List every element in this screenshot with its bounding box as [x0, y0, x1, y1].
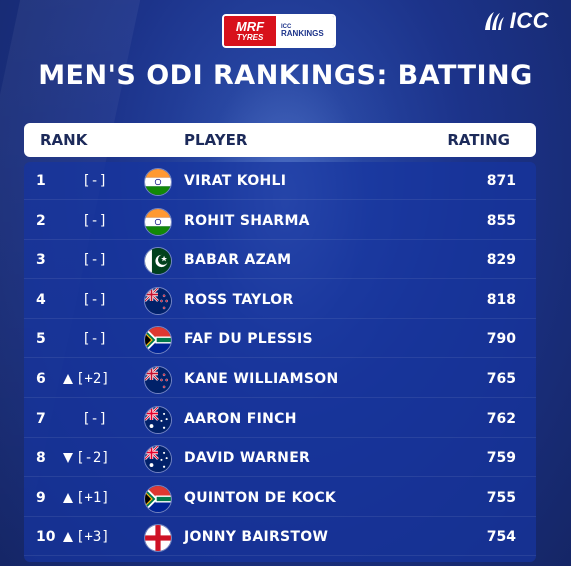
rank-number: 7	[36, 410, 46, 427]
row-divider	[24, 317, 536, 319]
table-row: 9 [+1] QUINTON DE KOCK 755	[24, 479, 536, 517]
player-rating: 762	[486, 410, 516, 427]
rank-number: 9	[36, 489, 46, 506]
mrf-text: MRF	[235, 19, 265, 34]
table-row: 7 [-] AARON FINCH 762	[24, 400, 536, 438]
rank-movement: [-]	[82, 212, 108, 229]
rank-number: 2	[36, 212, 46, 229]
player-name: DAVID WARNER	[184, 450, 311, 467]
mrf-icc-rankings-logo: MRF TYRES ICC RANKINGS	[222, 14, 336, 48]
table-row: 1 [-] VIRAT KOHLI 871	[24, 162, 536, 200]
row-divider	[24, 476, 536, 478]
table-header: RANK PLAYER RATING	[24, 123, 536, 157]
icc-text: ICC	[509, 8, 549, 33]
icc-crest-icon	[484, 12, 504, 30]
rank-movement: [-2]	[76, 450, 110, 467]
player-name: QUINTON DE KOCK	[184, 489, 337, 506]
badge-rankings-text: RANKINGS	[281, 29, 324, 38]
mrf-tyres-logo: MRF TYRES	[224, 16, 276, 46]
header-player: PLAYER	[184, 131, 248, 149]
table-row: 8 [-2] DAVID WARNER 759	[24, 439, 536, 478]
rank-movement: [-]	[82, 410, 108, 427]
table-row: 5 [-] FAF DU PLESSIS 790	[24, 320, 536, 359]
rank-number: 8	[36, 450, 46, 467]
rank-movement: [-]	[82, 173, 108, 189]
player-rating: 829	[486, 252, 516, 269]
row-divider	[24, 515, 536, 517]
header-rank: RANK	[40, 131, 88, 149]
table-row: 6 [+2] KANE WILLIAMSON 765	[24, 360, 536, 398]
player-name: VIRAT KOHLI	[184, 173, 287, 189]
rank-number: 5	[36, 331, 46, 348]
row-divider	[24, 238, 536, 240]
player-name: ROSS TAYLOR	[184, 291, 294, 308]
rankings-table: 1 [-] VIRAT KOHLI 871 2 [-] ROHIT SHARMA 855 3 [-…	[24, 162, 536, 562]
pakistan-flag-icon	[144, 247, 172, 276]
player-name: JONNY BAIRSTOW	[184, 529, 329, 546]
player-rating: 818	[486, 291, 516, 308]
south-africa-flag-icon	[144, 326, 172, 355]
new-zealand-flag-icon	[144, 366, 172, 394]
tyres-text: TYRES	[236, 33, 264, 42]
table-row: 10 [+3] JONNY BAIRSTOW 754	[24, 518, 536, 557]
badge-icc-text: ICC	[281, 24, 292, 30]
australia-flag-icon	[144, 405, 172, 434]
south-africa-flag-icon	[144, 484, 172, 513]
rank-number: 1	[36, 173, 46, 189]
new-zealand-flag-icon	[144, 286, 172, 315]
player-rating: 755	[486, 489, 516, 506]
table-row: 4 [-] ROSS TAYLOR 818	[24, 281, 536, 319]
row-divider	[24, 357, 536, 359]
table-row: 3 [-] BABAR AZAM 829	[24, 241, 536, 280]
player-name: ROHIT SHARMA	[184, 212, 310, 229]
rank-movement: [-]	[82, 331, 108, 348]
row-divider	[24, 278, 536, 280]
player-rating: 765	[486, 371, 516, 387]
rank-number: 6	[36, 371, 46, 387]
rank-number: 10	[36, 529, 56, 546]
rank-number: 4	[36, 291, 46, 308]
row-divider	[24, 199, 536, 200]
row-divider	[24, 436, 536, 438]
trend-down-icon	[63, 453, 73, 464]
england-flag-icon	[144, 524, 172, 553]
trend-up-icon	[63, 374, 73, 384]
rank-movement: [-]	[82, 291, 108, 308]
trend-up-icon	[63, 532, 73, 543]
rank-movement: [+1]	[76, 489, 110, 506]
india-flag-icon	[144, 207, 172, 236]
rank-movement: [+2]	[76, 371, 110, 387]
row-divider	[24, 397, 536, 398]
header-rating: RATING	[447, 131, 510, 149]
australia-flag-icon	[144, 445, 172, 474]
icc-logo: ICC	[482, 8, 549, 34]
player-rating: 759	[486, 450, 516, 467]
rank-movement: [+3]	[76, 529, 110, 546]
row-divider	[24, 555, 536, 557]
player-rating: 855	[486, 212, 516, 229]
player-name: KANE WILLIAMSON	[184, 371, 339, 387]
page-title: MEN'S ODI RANKINGS: BATTING	[38, 60, 533, 91]
trend-up-icon	[63, 492, 73, 503]
player-rating: 754	[486, 529, 516, 546]
india-flag-icon	[144, 168, 172, 196]
player-name: AARON FINCH	[184, 410, 297, 427]
player-name: BABAR AZAM	[184, 252, 292, 269]
rank-number: 3	[36, 252, 46, 269]
table-row: 2 [-] ROHIT SHARMA 855	[24, 202, 536, 240]
rank-movement: [-]	[82, 252, 108, 269]
player-rating: 790	[486, 331, 516, 348]
icc-rankings-badge: ICC RANKINGS	[276, 16, 334, 46]
player-rating: 871	[486, 173, 516, 189]
player-name: FAF DU PLESSIS	[184, 331, 313, 348]
